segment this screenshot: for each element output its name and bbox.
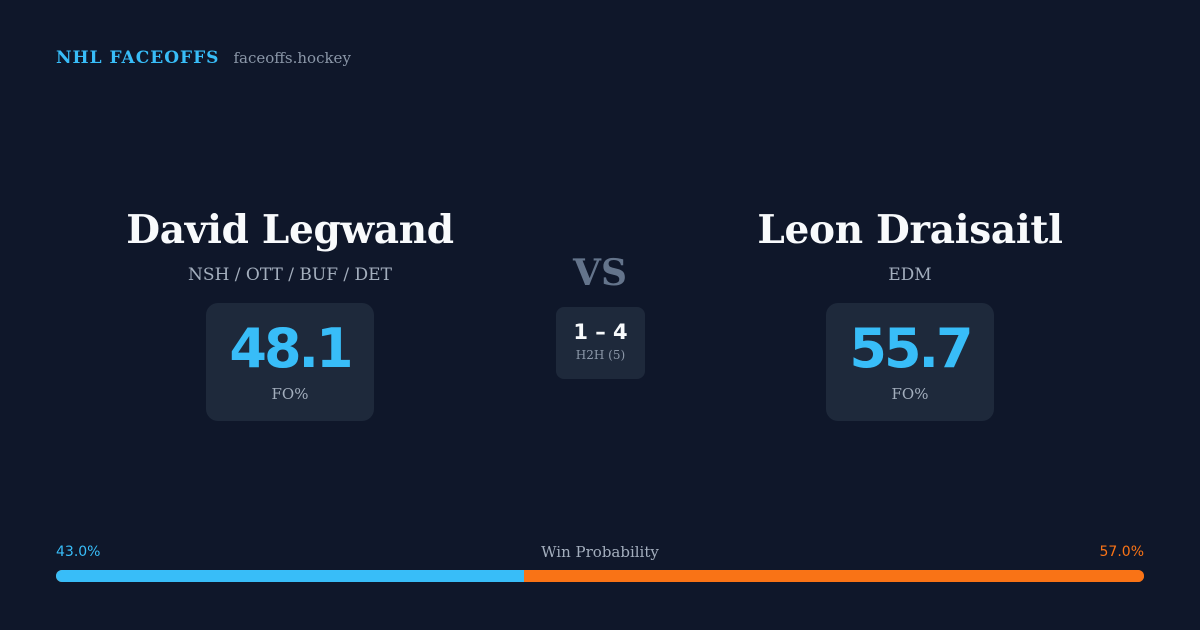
win-probability-right: 57.0% bbox=[1099, 544, 1144, 560]
player-right-teams: EDM bbox=[888, 265, 932, 285]
brand-title[interactable]: NHL FACEOFFS bbox=[56, 48, 220, 68]
player-right-stat-label: FO% bbox=[891, 385, 929, 403]
win-probability-title: Win Probability bbox=[541, 543, 659, 561]
win-probability-bar bbox=[56, 570, 1144, 582]
player-right-stat-card: 55.7 FO% bbox=[826, 303, 994, 421]
site-header: NHL FACEOFFS faceoffs.hockey bbox=[56, 48, 351, 68]
head-to-head-label: H2H (5) bbox=[575, 348, 626, 362]
site-domain[interactable]: faceoffs.hockey bbox=[233, 49, 351, 67]
player-right-faceoff-percentage: 55.7 bbox=[849, 317, 973, 380]
player-left: David Legwand NSH / OTT / BUF / DET 48.1… bbox=[40, 205, 540, 421]
player-left-stat-card: 48.1 FO% bbox=[206, 303, 374, 421]
player-left-teams: NSH / OTT / BUF / DET bbox=[188, 265, 392, 285]
win-probability-bar-right bbox=[523, 570, 1144, 582]
head-to-head-score: 1 – 4 bbox=[573, 320, 628, 344]
win-probability-left: 43.0% bbox=[56, 544, 101, 560]
win-probability-bar-left bbox=[56, 570, 524, 582]
player-left-faceoff-percentage: 48.1 bbox=[229, 317, 353, 380]
versus-label: VS bbox=[573, 252, 627, 294]
player-left-name: David Legwand bbox=[126, 207, 454, 253]
player-right: Leon Draisaitl EDM 55.7 FO% bbox=[660, 205, 1160, 421]
head-to-head-card: 1 – 4 H2H (5) bbox=[556, 307, 645, 379]
player-right-name: Leon Draisaitl bbox=[757, 207, 1063, 253]
player-left-stat-label: FO% bbox=[271, 385, 309, 403]
